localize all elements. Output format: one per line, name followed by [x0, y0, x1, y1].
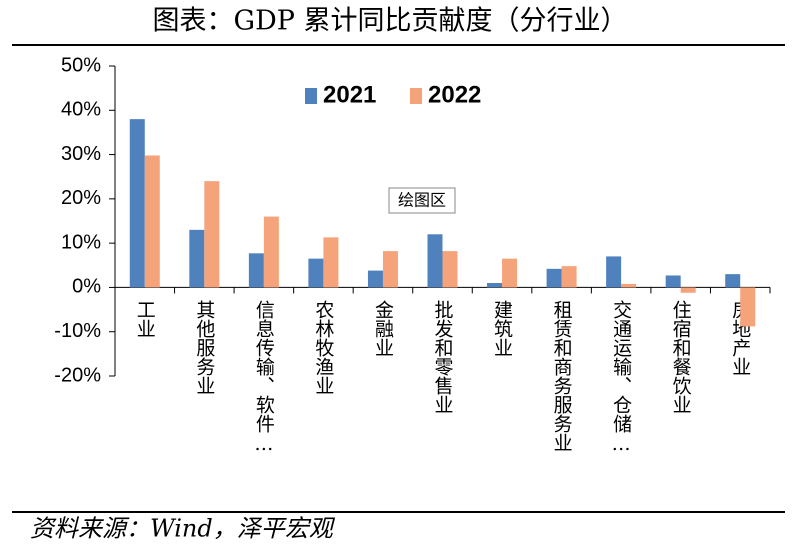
bar: [427, 234, 443, 288]
bar: [606, 256, 622, 288]
y-tick-label: -20%: [54, 364, 101, 386]
bar: [367, 270, 383, 288]
y-tick-label: 20%: [61, 187, 101, 209]
tooltip-text: 绘图区: [398, 191, 446, 210]
y-tick-label: 10%: [61, 231, 101, 253]
bar: [442, 251, 458, 288]
legend-swatch: [305, 88, 317, 104]
y-tick-label: 40%: [61, 99, 101, 121]
bar: [621, 283, 637, 288]
chart-title: 图表：GDP 累计同比贡献度（分行业）: [153, 6, 628, 37]
x-tick-label: 金融业: [372, 300, 394, 357]
bar: [487, 283, 503, 288]
x-tick-label: 批发和零售业: [432, 300, 454, 414]
bar: [382, 251, 398, 288]
bar: [561, 266, 577, 288]
bar: [323, 237, 339, 288]
source-note: 资料来源：Wind，泽平宏观: [30, 515, 336, 543]
legend-label: 2022: [428, 81, 481, 108]
legend-label: 2021: [323, 81, 376, 108]
tooltip-box: [388, 187, 456, 214]
bar: [725, 274, 741, 288]
bar: [308, 258, 324, 288]
x-tick-label: 租赁和商务服务业: [551, 300, 573, 452]
x-tick-label: 建筑业: [491, 300, 513, 357]
x-tick-label: 交通运输、仓储…: [610, 300, 632, 455]
y-tick-label: -10%: [54, 320, 101, 342]
y-tick-label: 0%: [72, 276, 101, 298]
y-tick-label: 30%: [61, 143, 101, 165]
bar: [248, 253, 264, 288]
bar: [546, 268, 562, 288]
x-tick-label: 信息传输、软件…: [253, 300, 275, 455]
bar: [189, 229, 205, 288]
bar: [129, 119, 145, 288]
bar: [502, 258, 518, 288]
bar: [665, 275, 681, 288]
bar: [680, 287, 696, 293]
legend-swatch: [410, 88, 422, 104]
x-tick-label: 农林牧渔业: [312, 300, 334, 395]
bar: [263, 216, 279, 288]
bar: [144, 155, 160, 288]
x-tick-label: 其他服务业: [193, 300, 215, 395]
x-tick-label: 工业: [134, 300, 156, 338]
bar: [204, 181, 220, 288]
y-tick-label: 50%: [61, 54, 101, 76]
bar: [740, 287, 756, 327]
x-tick-label: 住宿和餐饮业: [670, 300, 692, 414]
